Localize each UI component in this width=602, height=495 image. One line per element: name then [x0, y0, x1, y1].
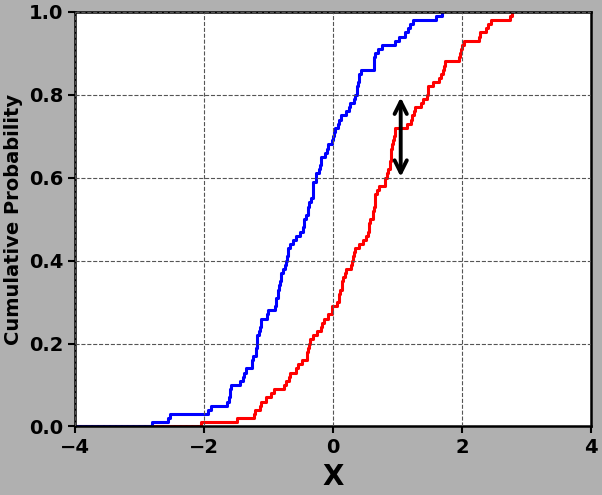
- X-axis label: X: X: [322, 463, 344, 491]
- Y-axis label: Cumulative Probability: Cumulative Probability: [4, 94, 23, 345]
